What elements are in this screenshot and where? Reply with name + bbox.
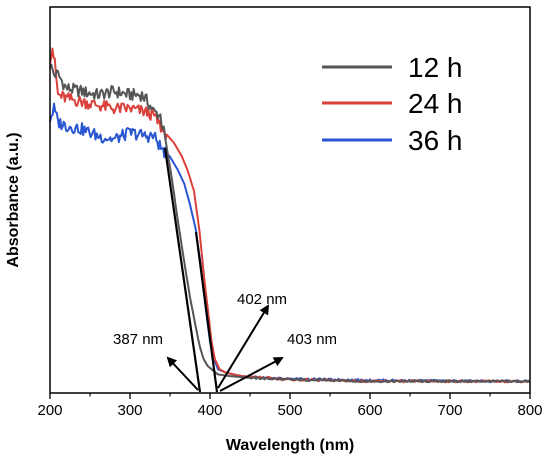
x-tick-label: 300 — [117, 402, 142, 419]
x-tick-label: 400 — [197, 402, 222, 419]
annotation-label-387: 387 nm — [113, 331, 163, 348]
annotation-label-403: 403 nm — [287, 331, 337, 348]
x-tick-label: 500 — [277, 402, 302, 419]
x-tick-label: 200 — [37, 402, 62, 419]
x-tick-label: 800 — [517, 402, 542, 419]
series-line-12h — [49, 63, 531, 384]
arrow-402 — [217, 304, 270, 389]
tangent-line-387 — [163, 147, 202, 393]
tangent-line-402 — [194, 231, 219, 393]
legend-label-36h: 36 h — [408, 125, 463, 156]
arrow-387 — [166, 356, 199, 391]
legend-label-24h: 24 h — [408, 88, 463, 119]
x-tick-label: 600 — [357, 402, 382, 419]
arrow-403 — [219, 357, 284, 392]
x-tick-label: 700 — [437, 402, 462, 419]
y-axis-label: Absorbance (a.u.) — [5, 132, 22, 267]
legend-label-12h: 12 h — [408, 52, 463, 83]
x-axis-label: Wavelength (nm) — [226, 437, 354, 454]
annotation-label-402: 402 nm — [237, 291, 287, 308]
